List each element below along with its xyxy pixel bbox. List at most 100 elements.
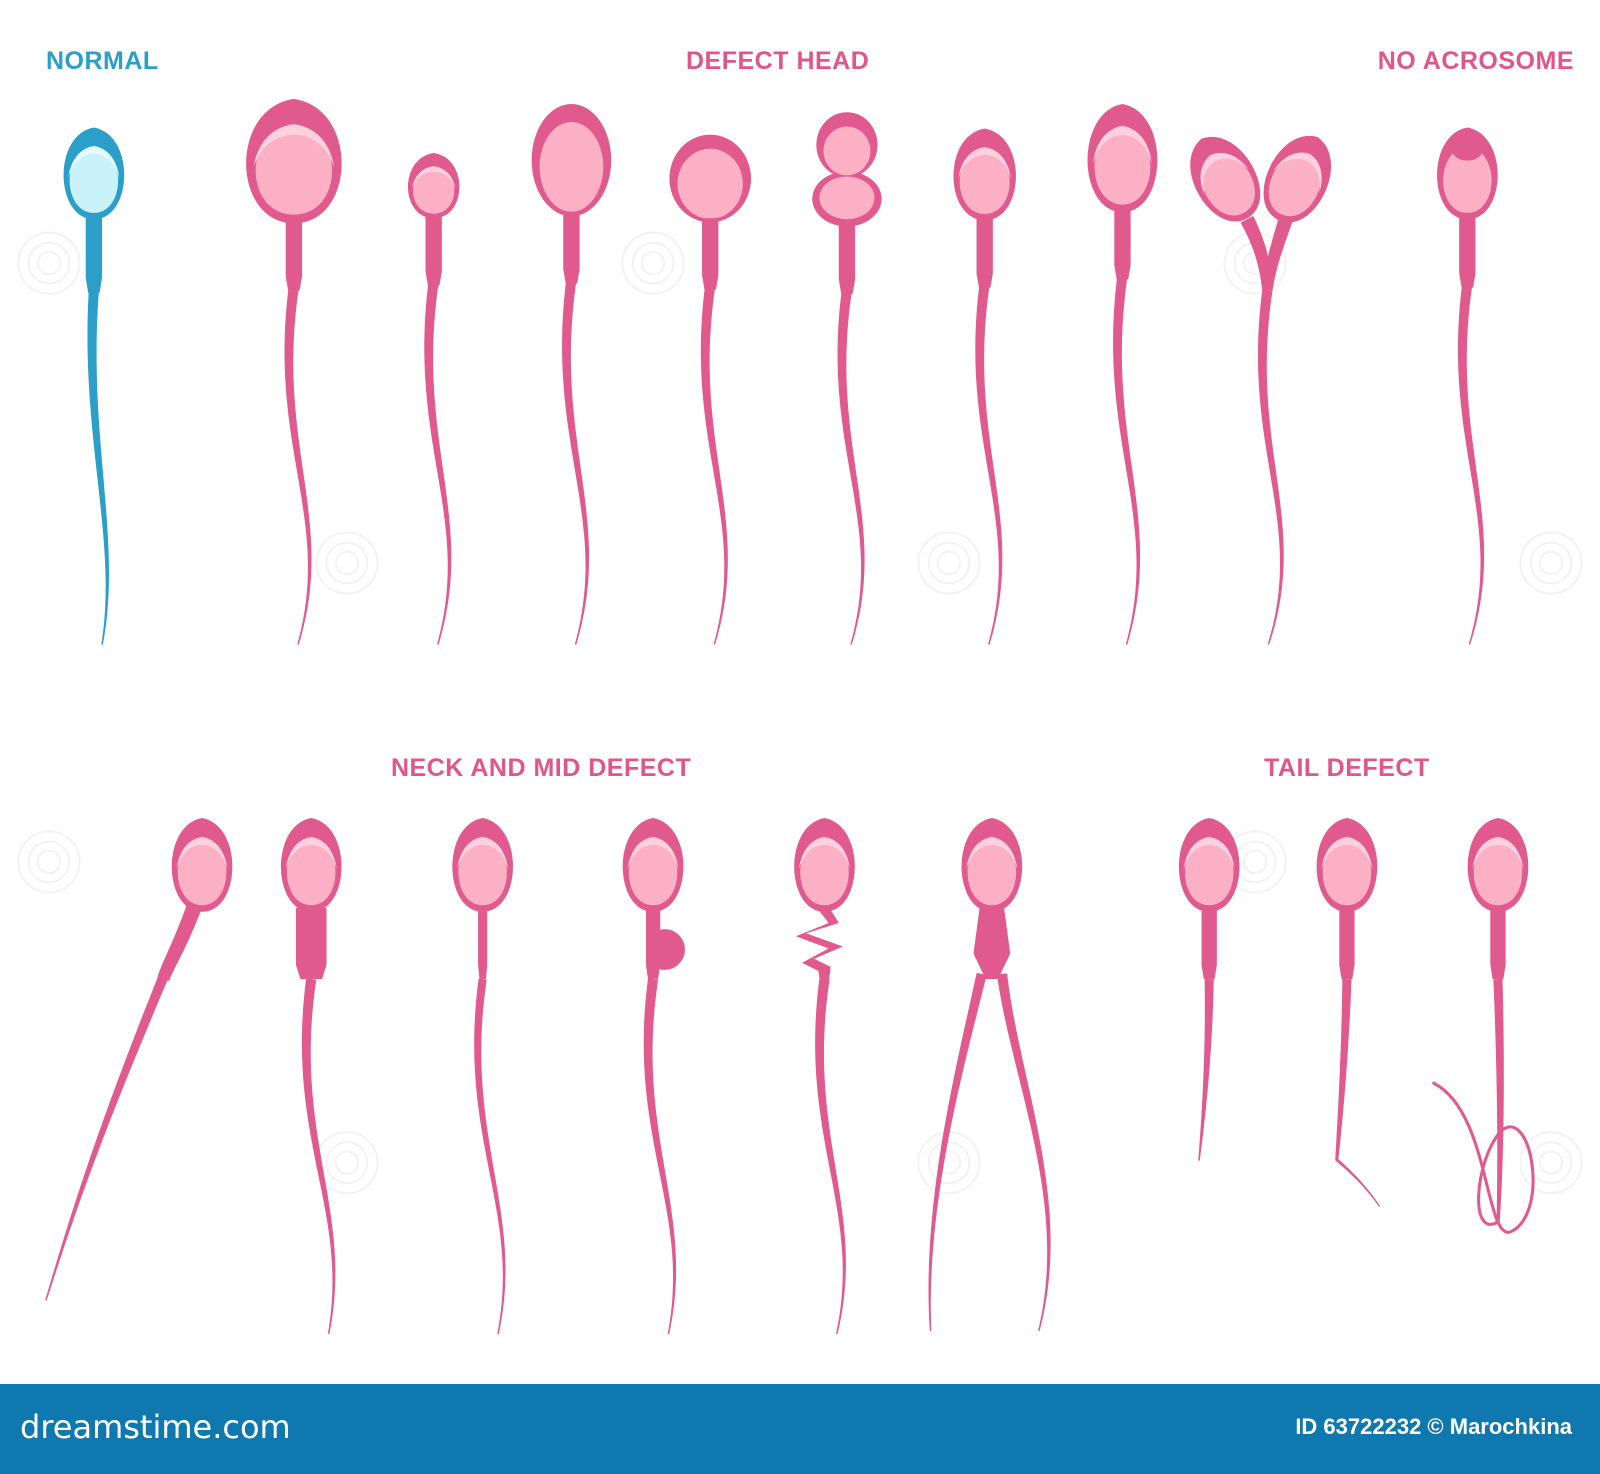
spiral-watermark-icon [917, 531, 981, 595]
tail [45, 975, 168, 1301]
twisted-midpiece [795, 909, 843, 985]
sperm-morphology-illustration [17, 98, 1583, 1335]
head-nucleus [69, 145, 119, 213]
sperm-thick-midpiece [280, 817, 342, 1335]
footer-bar: dreamstime.com ID 63722232 © Marochkina [0, 1384, 1600, 1474]
midpiece [295, 907, 327, 980]
spiral-watermark-icon [917, 1131, 981, 1195]
acrosome [627, 837, 679, 870]
midpiece [976, 216, 993, 288]
tail [837, 288, 865, 645]
acrosome [1321, 837, 1373, 870]
head-nucleus [628, 836, 678, 906]
neck-left [1240, 215, 1273, 292]
sperm-defect-head-5 [812, 112, 882, 645]
label-defect-head: DEFECT HEAD [686, 47, 870, 75]
midpiece [973, 907, 1011, 980]
midpiece [1459, 216, 1476, 288]
tail [1198, 979, 1214, 1161]
acrosome [253, 125, 335, 168]
tail [1493, 978, 1504, 1224]
midpiece [645, 907, 661, 980]
midpiece [425, 214, 442, 286]
tail [562, 278, 590, 645]
midpiece [85, 216, 103, 293]
head-nucleus [677, 148, 743, 219]
midpiece [1490, 907, 1506, 980]
tail-coil [1432, 1081, 1535, 1234]
tail [87, 290, 109, 645]
sperm-defect-head-7 [1087, 104, 1158, 645]
tail [474, 978, 506, 1335]
footer-logo[interactable]: dreamstime.com [20, 1408, 291, 1446]
tail [424, 280, 452, 645]
neck-right [1262, 217, 1293, 292]
acrosome [958, 148, 1012, 179]
head-nucleus [539, 121, 604, 212]
head-nucleus [1094, 125, 1151, 205]
midpiece [702, 218, 719, 290]
sperm-short-tail [1178, 817, 1240, 1161]
spiral-watermark-icon [1519, 1131, 1583, 1195]
tail [1113, 274, 1141, 645]
acrosome [1092, 127, 1152, 164]
spiral-watermark-icon [17, 830, 81, 894]
midpiece [285, 219, 303, 291]
acrosome [411, 166, 456, 189]
tail [1457, 282, 1485, 645]
tail [975, 282, 1003, 645]
tail-right [996, 973, 1051, 1332]
tail [301, 978, 336, 1335]
head-nucleus [1443, 145, 1492, 213]
head-nucleus [800, 836, 849, 906]
head-nucleus [458, 836, 507, 906]
midpiece [1201, 907, 1217, 980]
sperm-no-acrosome [1437, 127, 1498, 645]
tail [700, 284, 728, 645]
midpiece [478, 907, 488, 980]
sperm-thin-midpiece [452, 817, 513, 1335]
sperm-defect-head-3 [531, 104, 612, 645]
missing-acrosome [1450, 131, 1485, 161]
sperm-defect-head-6 [953, 128, 1016, 645]
head-nucleus [1268, 152, 1321, 217]
sperm-double-head [1190, 135, 1331, 645]
tail [1335, 978, 1352, 1161]
acrosome [176, 837, 228, 870]
midpiece [1339, 907, 1355, 980]
acrosome [68, 146, 120, 178]
label-normal: NORMAL [46, 47, 159, 75]
tail [815, 978, 846, 1335]
head-nucleus [255, 123, 333, 215]
tail [643, 978, 677, 1335]
sperm-defect-head-2 [407, 152, 460, 645]
sperm-bent-tail [1316, 817, 1381, 1207]
head-nucleus [823, 126, 871, 176]
spiral-watermark-icon [1519, 531, 1583, 595]
label-no-acrosome: NO ACROSOME [1377, 47, 1574, 75]
droplet [658, 929, 685, 970]
midpiece [838, 222, 856, 294]
head-nucleus [1473, 836, 1523, 906]
head [1190, 136, 1260, 222]
tail-bent-end [1335, 1158, 1381, 1207]
head-nucleus [1184, 836, 1234, 906]
tail [1257, 289, 1284, 645]
footer-credit: ID 63722232 © Marochkina [1295, 1414, 1572, 1439]
midpiece [157, 905, 202, 982]
spiral-watermark-icon [315, 531, 379, 595]
acrosome [457, 837, 509, 870]
head-nucleus [286, 836, 336, 906]
acrosome [966, 837, 1018, 870]
sperm-double-tail [928, 817, 1051, 1332]
sperm-twisted-neck [794, 817, 855, 1335]
acrosome [798, 837, 851, 870]
tail [284, 285, 312, 645]
spiral-watermark-icon [17, 231, 81, 295]
sperm-cytoplasmic-droplet [622, 817, 685, 1335]
acrosome [1472, 837, 1524, 870]
sperm-bent-neck [45, 817, 233, 1301]
sperm-coiled-tail [1432, 817, 1535, 1234]
acrosome [1183, 837, 1235, 870]
head-nucleus [959, 146, 1010, 214]
